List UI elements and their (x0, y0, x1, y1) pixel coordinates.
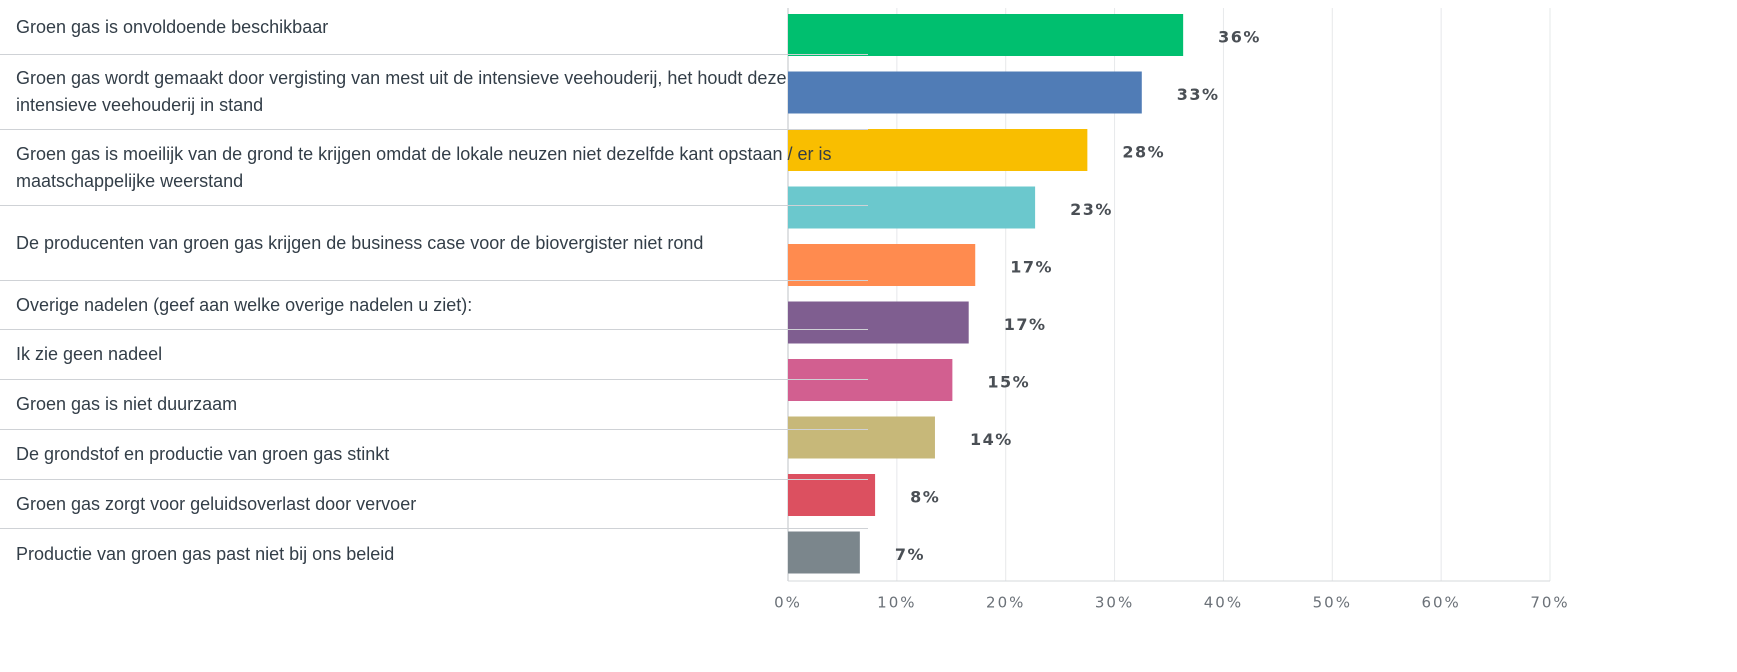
category-label: Groen gas is onvoldoende beschikbaar (16, 16, 329, 37)
category-label: Productie van groen gas past niet bij on… (16, 544, 395, 564)
value-label: 36% (1218, 28, 1261, 47)
x-tick-label: 30% (1095, 594, 1134, 612)
bar (788, 359, 953, 401)
bar (788, 244, 976, 286)
x-tick-label: 40% (1204, 594, 1243, 612)
category-label: Ik zie geen nadeel (16, 344, 163, 364)
category-row: De producenten van groen gas krijgen de … (0, 206, 868, 281)
category-row: De grondstof en productie van groen gas … (0, 430, 868, 480)
x-tick-label: 60% (1421, 594, 1460, 612)
category-label: Groen gas is niet duurzaam (16, 394, 238, 414)
bar (788, 71, 1142, 114)
value-label: 23% (1070, 200, 1113, 219)
value-label: 28% (1122, 143, 1165, 162)
category-label: Groen gas zorgt voor geluidsoverlast doo… (16, 493, 417, 514)
value-label: 17% (1004, 315, 1047, 334)
value-label: 17% (1010, 258, 1053, 277)
category-row: Ik zie geen nadeel (0, 330, 868, 380)
category-row: Groen gas zorgt voor geluidsoverlast doo… (0, 480, 868, 529)
x-tick-label: 70% (1530, 594, 1569, 612)
bar (788, 129, 1088, 171)
category-label: De producenten van groen gas krijgen de … (16, 232, 704, 253)
value-label: 7% (895, 545, 925, 564)
x-tick-label: 50% (1313, 594, 1352, 612)
bar (788, 531, 860, 574)
category-label: Groen gas wordt gemaakt door vergisting … (16, 68, 787, 115)
value-label: 33% (1177, 85, 1220, 104)
category-row: Groen gas wordt gemaakt door vergisting … (0, 55, 868, 130)
category-label: De grondstof en productie van groen gas … (16, 444, 390, 464)
bar (788, 474, 876, 516)
category-row: Productie van groen gas past niet bij on… (0, 529, 868, 580)
category-row: Groen gas is onvoldoende beschikbaar (0, 0, 868, 55)
value-label: 14% (970, 430, 1013, 449)
category-label: Groen gas is moeilijk van de grond te kr… (16, 143, 832, 191)
category-row: Groen gas is moeilijk van de grond te kr… (0, 130, 868, 206)
bar (788, 14, 1184, 56)
category-label: Overige nadelen (geef aan welke overige … (16, 294, 473, 315)
x-tick-label: 0% (774, 594, 802, 612)
bar (788, 301, 969, 344)
category-row: Groen gas is niet duurzaam (0, 380, 868, 430)
value-label: 15% (987, 373, 1030, 392)
category-row: Overige nadelen (geef aan welke overige … (0, 281, 868, 330)
bar (788, 416, 935, 459)
x-tick-label: 20% (986, 594, 1025, 612)
x-tick-label: 10% (877, 594, 916, 612)
bar (788, 186, 1036, 229)
category-list: Groen gas is onvoldoende beschikbaar Groe… (0, 0, 870, 640)
value-label: 8% (910, 488, 940, 507)
